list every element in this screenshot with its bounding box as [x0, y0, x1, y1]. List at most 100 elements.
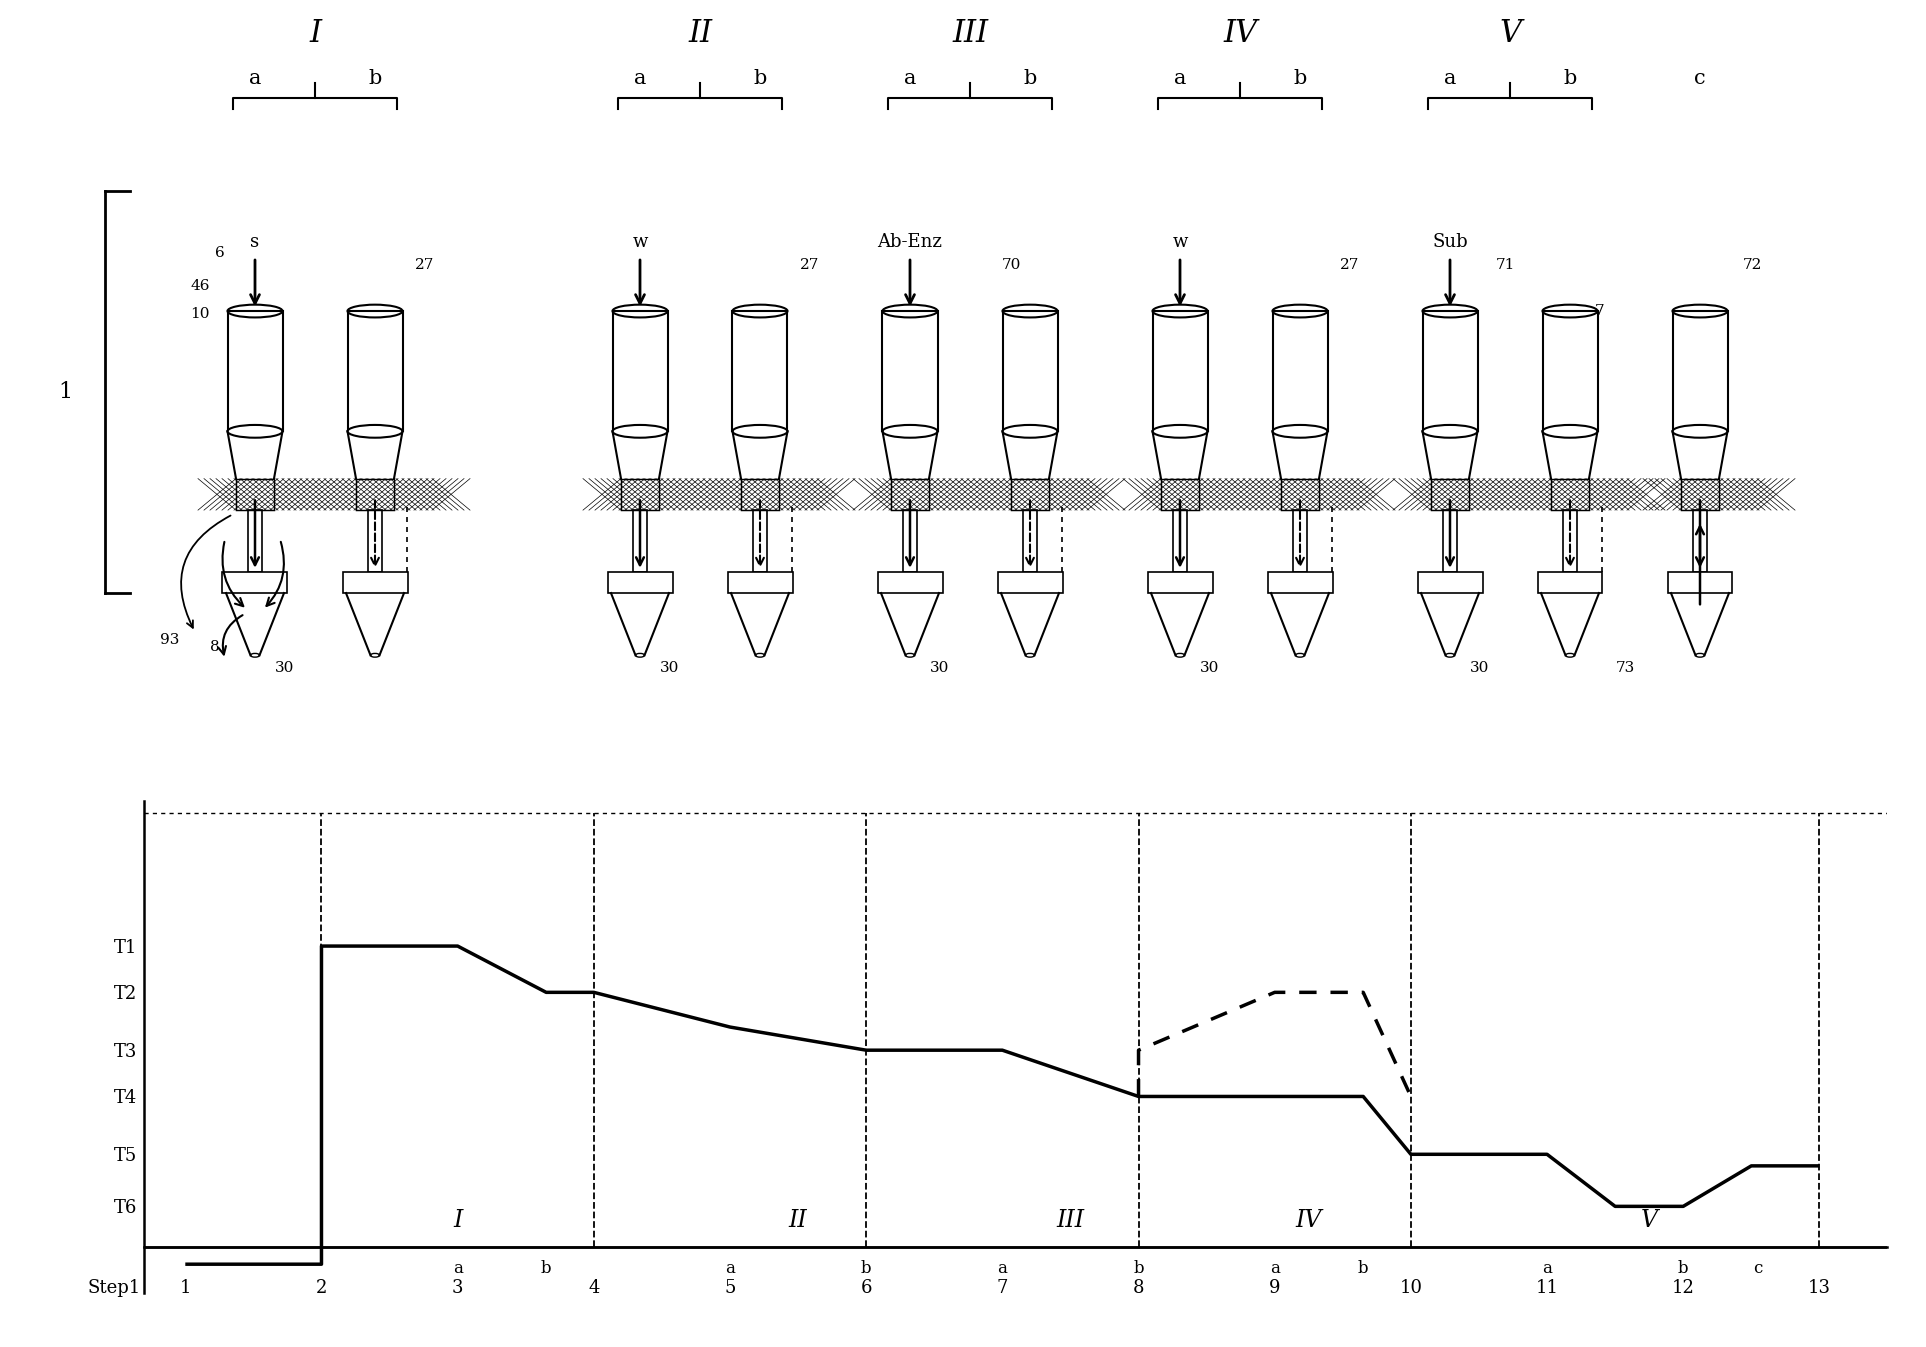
Text: 70: 70 — [1002, 259, 1021, 272]
Bar — [612, 311, 668, 431]
Bar — [607, 572, 672, 593]
Ellipse shape — [1003, 424, 1057, 438]
Bar — [728, 572, 792, 593]
Text: V: V — [1641, 1210, 1658, 1233]
Ellipse shape — [1543, 424, 1597, 438]
Bar — [1273, 311, 1327, 431]
Text: a: a — [1173, 69, 1186, 89]
Bar — [882, 311, 938, 431]
Ellipse shape — [732, 424, 788, 438]
Bar — [1443, 511, 1456, 572]
Text: II: II — [688, 18, 713, 48]
Text: 30: 30 — [1200, 661, 1219, 675]
Bar — [1161, 478, 1200, 511]
Ellipse shape — [905, 653, 915, 657]
Bar — [1564, 511, 1577, 572]
Ellipse shape — [227, 424, 283, 438]
Text: b: b — [1358, 1259, 1369, 1277]
Ellipse shape — [250, 653, 260, 657]
Text: 73: 73 — [1616, 661, 1635, 675]
Bar — [1681, 478, 1720, 511]
Bar — [1418, 572, 1483, 593]
Text: 30: 30 — [661, 661, 680, 675]
Ellipse shape — [1695, 653, 1705, 657]
Text: 11: 11 — [1535, 1278, 1558, 1297]
Text: b: b — [1678, 1259, 1689, 1277]
Text: b: b — [541, 1259, 551, 1277]
Text: a: a — [998, 1259, 1007, 1277]
Text: 7: 7 — [996, 1278, 1007, 1297]
Text: b: b — [1023, 69, 1036, 89]
Text: 12: 12 — [1672, 1278, 1695, 1297]
Bar — [1152, 311, 1208, 431]
Text: III: III — [1055, 1210, 1084, 1233]
Text: IV: IV — [1296, 1210, 1321, 1233]
Ellipse shape — [1273, 424, 1327, 438]
Text: 13: 13 — [1809, 1278, 1832, 1297]
Ellipse shape — [370, 653, 379, 657]
Text: 8: 8 — [210, 640, 220, 655]
Text: 4: 4 — [587, 1278, 599, 1297]
Bar — [1543, 311, 1597, 431]
Bar — [1423, 311, 1477, 431]
Ellipse shape — [1566, 653, 1574, 657]
Ellipse shape — [1175, 653, 1184, 657]
Text: w: w — [632, 233, 647, 252]
Bar — [903, 511, 917, 572]
Text: c: c — [1695, 69, 1706, 89]
Bar — [1267, 572, 1333, 593]
Bar — [248, 511, 262, 572]
Bar — [1003, 311, 1057, 431]
Ellipse shape — [1025, 653, 1034, 657]
Bar — [1693, 511, 1706, 572]
Text: c: c — [1753, 1259, 1762, 1277]
Bar — [732, 311, 788, 431]
Text: a: a — [903, 69, 917, 89]
Text: 27: 27 — [416, 259, 435, 272]
Ellipse shape — [1296, 653, 1304, 657]
Bar — [1023, 511, 1036, 572]
Bar — [1292, 511, 1308, 572]
Text: b: b — [1294, 69, 1306, 89]
Text: 5: 5 — [724, 1278, 736, 1297]
Text: b: b — [753, 69, 767, 89]
Text: 27: 27 — [1340, 259, 1360, 272]
Text: 71: 71 — [1495, 259, 1514, 272]
Ellipse shape — [347, 424, 403, 438]
Text: a: a — [1269, 1259, 1279, 1277]
Text: Step1: Step1 — [87, 1278, 141, 1297]
Ellipse shape — [1672, 424, 1728, 438]
Text: III: III — [951, 18, 988, 48]
Text: b: b — [1564, 69, 1577, 89]
Text: II: II — [790, 1210, 807, 1233]
Text: 6: 6 — [216, 247, 225, 260]
Text: b: b — [861, 1259, 871, 1277]
Bar — [237, 478, 273, 511]
Text: 93: 93 — [160, 633, 179, 648]
Bar — [1011, 478, 1050, 511]
Bar — [753, 511, 767, 572]
Bar — [1148, 572, 1213, 593]
Bar — [1281, 478, 1319, 511]
Text: a: a — [453, 1259, 462, 1277]
Text: Ab-Enz: Ab-Enz — [878, 233, 942, 252]
Text: a: a — [1444, 69, 1456, 89]
Text: 8: 8 — [1132, 1278, 1144, 1297]
Text: 27: 27 — [801, 259, 820, 272]
Bar — [368, 511, 381, 572]
Bar — [1668, 572, 1733, 593]
Text: 30: 30 — [930, 661, 950, 675]
Text: I: I — [308, 18, 322, 48]
Text: 9: 9 — [1269, 1278, 1281, 1297]
Bar — [1173, 511, 1186, 572]
Ellipse shape — [882, 424, 938, 438]
Text: I: I — [453, 1210, 462, 1233]
Bar — [1537, 572, 1602, 593]
Text: 10: 10 — [1400, 1278, 1423, 1297]
Text: 72: 72 — [1743, 259, 1762, 272]
Bar — [356, 478, 395, 511]
Ellipse shape — [1423, 424, 1477, 438]
Text: s: s — [250, 233, 260, 252]
Text: Sub: Sub — [1433, 233, 1468, 252]
Bar — [878, 572, 942, 593]
